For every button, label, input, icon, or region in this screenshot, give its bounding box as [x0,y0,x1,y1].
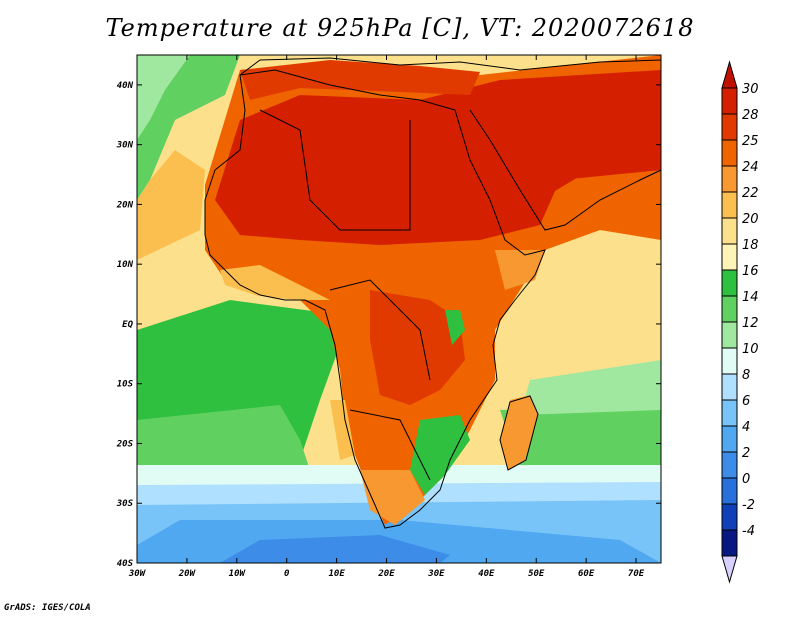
indian-ocean-green-2 [520,360,661,415]
colorbar-segment [721,113,738,141]
colorbar-label: 16 [742,264,759,279]
colorbar-top-cap [721,60,738,89]
lon-tick-label: 0 [284,569,290,579]
colorbar-segment [721,373,738,401]
colorbar-segment [721,503,738,531]
colorbar-label: 12 [742,316,759,331]
lat-tick-label: 10N [117,260,134,270]
madagascar-coastline [499,395,539,471]
lat-tick-label: 10S [117,380,134,390]
colorbar-label: -4 [742,524,755,539]
country-border-3 [349,409,431,481]
lon-tick-label: 20E [377,569,395,579]
arabia-hot-core [470,85,661,200]
colorbar-label: 20 [742,212,759,227]
lat-tick-label: 40S [117,559,134,569]
lon-tick-label: 50E [528,569,545,579]
west-coast-cool [220,265,330,300]
colorbar-segment [721,269,738,297]
colorbar-segment [721,451,738,479]
arabia-coastline [469,109,662,231]
colorbar-segment [721,529,738,557]
colorbar-label: 18 [742,238,759,253]
colorbar-label: 25 [742,134,759,149]
namibia-coast-cool [330,400,355,460]
lat-tick-label: 30S [116,499,134,509]
colorbar-label: 14 [742,290,759,305]
latitude-axis: 40N 30N 20N 10N EQ 10S 20S 30S 40S [116,81,661,569]
colorbar-segment [721,139,738,167]
lat-tick-label: EQ [122,320,133,330]
colorbar-label: 4 [742,420,750,435]
colorbar-label: 28 [742,108,759,123]
map-title: Temperature at 925hPa [C], VT: 202007261… [105,14,695,42]
colorbar-label: 24 [742,160,759,175]
colorbar-label: 0 [742,472,750,487]
horn-warm [495,250,545,290]
lon-tick-label: 10E [328,569,345,579]
country-border-1 [259,109,411,231]
madagascar [500,395,538,470]
lon-tick-label: 70E [628,569,645,579]
north-coast-band [240,60,480,100]
colorbar-segment [721,425,738,453]
lon-tick-label: 30W [128,569,147,579]
colorbar-label: 6 [742,394,750,409]
southern-ocean-band-5 [220,535,450,563]
africa-coastline [204,69,546,529]
colorbar-label: 22 [742,186,759,201]
lon-tick-label: 20W [178,569,197,579]
south-atlantic-lightgreen [137,405,310,480]
colorbar-segment [721,477,738,505]
nw-coast-warm [137,150,205,260]
lon-tick-label: 60E [578,569,595,579]
coastlines [204,57,662,529]
lon-tick-label: 30E [427,569,445,579]
country-border-2 [329,279,431,381]
colorbar-segment [721,191,738,219]
colorbar-label: 8 [742,368,750,383]
lat-tick-label: 20S [116,439,134,449]
longitude-axis: 30W 20W 10W 0 10E 20E 30E 40E 50E 60E 70E [128,55,645,579]
colorbar-bottom-cap [721,555,738,584]
east-africa-lakes-green [445,310,465,345]
colorbar-segment [721,347,738,375]
colorbar-label: 30 [742,82,759,97]
south-africa-cool [360,470,425,525]
colorbar-segment [721,165,738,193]
colorbar-label: -2 [742,498,755,513]
central-africa-warm [370,290,465,405]
lon-tick-label: 10W [229,569,247,579]
southern-africa-green [410,415,470,495]
colorbar-segment [721,295,738,323]
colorbar-label: 10 [742,342,759,357]
lat-tick-label: 20N [116,200,134,210]
colorbar-segment [721,87,738,115]
colorbar-segment [721,399,738,427]
map-frame [136,54,662,564]
atlantic-west-band-2 [137,55,190,140]
lon-tick-label: 40E [478,569,495,579]
lat-tick-label: 30N [116,141,134,151]
europe-coastline [239,57,662,76]
colorbar-label: 2 [742,446,750,461]
colorbar-segment [721,243,738,271]
colorbar-segment [721,217,738,245]
lat-tick-label: 40N [117,81,134,91]
colorbar-segment [721,321,738,349]
indian-ocean-green [500,405,661,470]
grads-credit: GrADS: IGES/COLA [4,603,91,613]
